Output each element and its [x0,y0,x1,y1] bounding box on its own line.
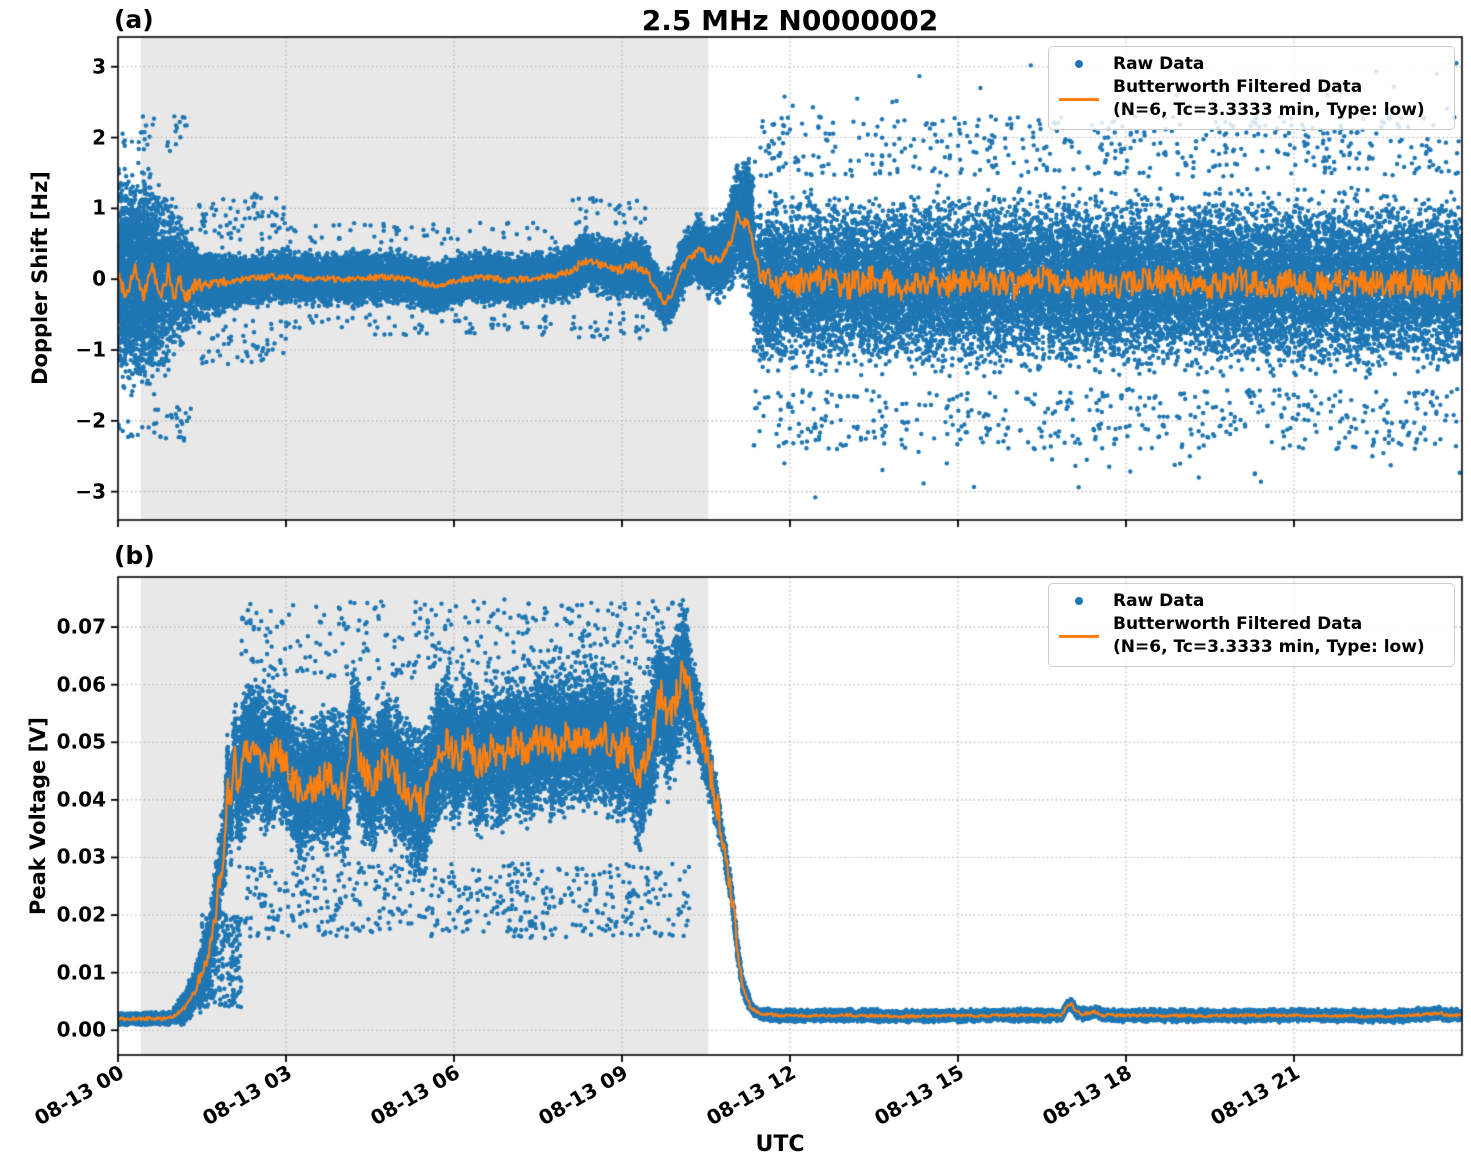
legend-entry-filtered: Butterworth Filtered Data (N=6, Tc=3.333… [1057,76,1446,122]
raw-data-marker-icon [1057,597,1101,605]
y-tick-label: −1 [75,337,106,362]
y-tick-label: 0.03 [56,844,106,869]
y-tick-label: 3 [92,54,106,79]
y-tick-label: 0.02 [56,902,106,927]
legend-b: Raw Data Butterworth Filtered Data (N=6,… [1048,583,1455,667]
raw-data-label: Raw Data [1113,591,1205,611]
y-tick-label: 0.04 [56,787,106,812]
y-tick-label: 0 [92,266,106,291]
filtered-label: Butterworth Filtered Data [1113,614,1363,634]
filtered-params: (N=6, Tc=3.3333 min, Type: low) [1113,637,1425,657]
legend-entry-raw: Raw Data [1057,54,1446,74]
y-tick-label: 2 [92,125,106,150]
filtered-line-marker-icon [1057,97,1101,101]
raw-data-marker-icon [1057,60,1101,68]
filtered-line-marker-icon [1057,634,1101,638]
y-tick-label: 0.06 [56,672,106,697]
y-tick-label: −3 [75,479,106,504]
y-tick-label: −2 [75,408,106,433]
panel-b-label: (b) [114,541,155,570]
filtered-params: (N=6, Tc=3.3333 min, Type: low) [1113,100,1425,120]
panel-a-label: (a) [114,5,154,34]
legend-entry-raw: Raw Data [1057,591,1446,611]
y-tick-label: 1 [92,195,106,220]
y-tick-label: 0.01 [56,960,106,985]
y-tick-label: 0.00 [56,1017,106,1042]
legend-entry-filtered: Butterworth Filtered Data (N=6, Tc=3.333… [1057,613,1446,659]
figure-title: 2.5 MHz N0000002 [641,4,939,37]
y-tick-label: 0.07 [56,614,106,639]
legend-a: Raw Data Butterworth Filtered Data (N=6,… [1048,46,1455,130]
filtered-label: Butterworth Filtered Data [1113,77,1363,97]
y-tick-label: 0.05 [56,729,106,754]
x-axis-label: UTC [755,1132,805,1157]
raw-data-label: Raw Data [1113,54,1205,74]
